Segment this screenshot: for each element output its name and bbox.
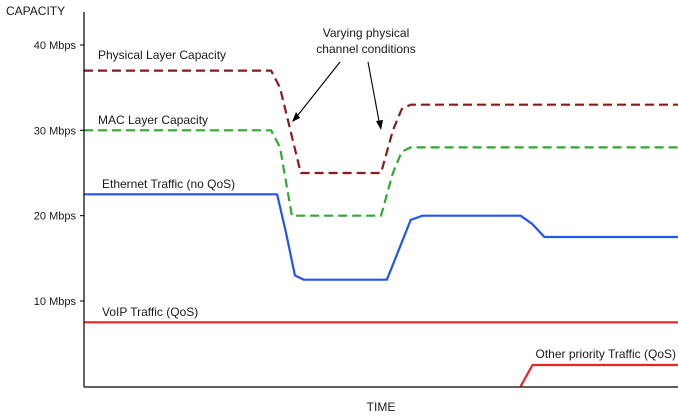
annotation-arrow-right	[367, 61, 380, 122]
y-tick-label: 40 Mbps	[34, 40, 77, 52]
annotation-arrowhead-right	[376, 120, 383, 130]
series-label-ethernet-traffic: Ethernet Traffic (no QoS)	[102, 177, 235, 191]
series-line-physical-layer	[84, 69, 678, 175]
series-label-other-priority-traffic: Other priority Traffic (QoS)	[536, 347, 676, 361]
series-line-ethernet-traffic	[84, 193, 678, 281]
series-labels: Physical Layer Capacity MAC Layer Capacit…	[98, 48, 676, 361]
series-label-mac-layer: MAC Layer Capacity	[98, 113, 208, 127]
y-tick-label: 20 Mbps	[34, 211, 77, 223]
annotation-varying-conditions: Varying physical channel conditions	[292, 26, 416, 130]
annotation-arrow-left	[297, 61, 341, 116]
annotation-line-1: Varying physical	[323, 26, 409, 40]
series-line-mac-layer	[84, 129, 678, 217]
y-tick-label: 10 Mbps	[34, 296, 77, 308]
series-label-physical-layer: Physical Layer Capacity	[98, 48, 226, 62]
x-axis-title: TIME	[367, 400, 396, 414]
y-tick-label: 30 Mbps	[34, 125, 77, 137]
series-line-other-priority-traffic	[519, 363, 678, 387]
series-label-voip-traffic: VoIP Traffic (QoS)	[102, 305, 198, 319]
series-group	[84, 69, 678, 387]
annotation-arrowhead-left	[292, 112, 300, 122]
y-axis-title: CAPACITY	[6, 4, 65, 18]
annotation-line-2: channel conditions	[316, 42, 415, 56]
y-axis-ticks: 10 Mbps 20 Mbps 30 Mbps 40 Mbps	[34, 40, 84, 308]
